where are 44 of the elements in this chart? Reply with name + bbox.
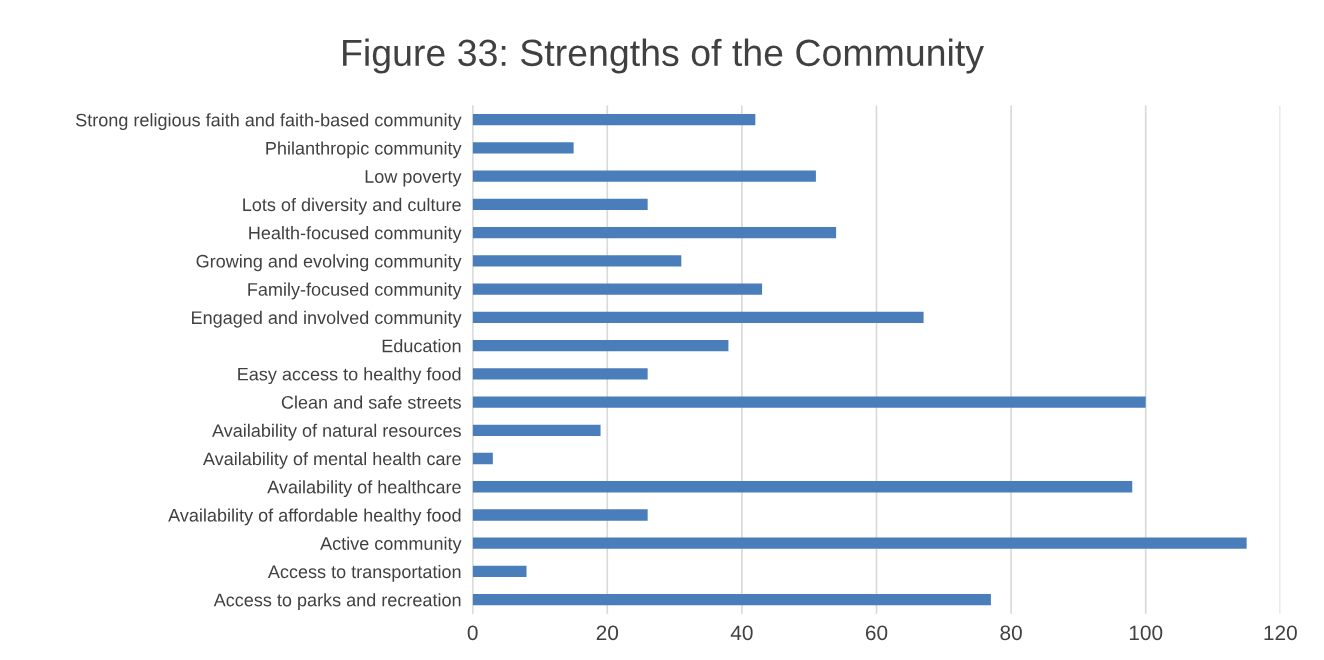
y-tick-label: Easy access to healthy food	[238, 367, 461, 385]
bar	[472, 396, 1146, 408]
bar	[472, 283, 763, 295]
y-tick-label: Philanthropic community	[266, 141, 462, 159]
y-tick-label: Availability of affordable healthy food	[168, 508, 461, 526]
chart-title: Figure 33: Strengths of the Community	[343, 38, 984, 74]
bar	[472, 255, 682, 267]
y-tick-label: Low poverty	[365, 170, 462, 187]
y-tick-label: Strong religious faith and faith-based community	[76, 113, 462, 131]
x-tick-label: 0	[467, 625, 478, 641]
bar	[472, 142, 574, 154]
x-tick-label: 100	[1129, 625, 1163, 641]
bar	[472, 452, 493, 465]
bar	[472, 509, 648, 521]
y-tick-label: Active community	[320, 536, 462, 554]
y-tick-label: Availability of healthcare	[267, 480, 461, 498]
y-tick-label: Lots of diversity and culture	[243, 197, 461, 215]
y-tick-label: Clean and safe streets	[281, 395, 461, 409]
y-tick-label: Family-focused community	[248, 282, 462, 300]
y-tick-label: Access to transportation	[267, 564, 461, 582]
bar	[472, 170, 816, 182]
bar	[472, 227, 837, 239]
bar	[472, 198, 648, 211]
bar	[472, 565, 527, 578]
bar	[472, 594, 991, 606]
bar	[472, 311, 924, 323]
x-tick-label: 20	[596, 625, 619, 641]
bar	[472, 114, 756, 126]
bar	[472, 368, 648, 380]
bar	[472, 339, 729, 352]
x-tick-label: 80	[1000, 625, 1022, 641]
bar	[472, 537, 1247, 549]
y-tick-label: Health-focused community	[249, 226, 462, 243]
y-tick-label: Access to parks and recreation	[213, 593, 461, 610]
bar	[472, 481, 1133, 493]
x-tick-label: 120	[1264, 625, 1297, 641]
y-tick-label: Engaged and involved community	[192, 310, 462, 328]
y-tick-label: Growing and evolving community	[196, 254, 462, 272]
x-tick-label: 40	[730, 625, 753, 641]
y-tick-label: Availability of natural resources	[212, 423, 461, 441]
y-tick-label: Education	[382, 339, 461, 353]
x-tick-label: 60	[865, 625, 888, 641]
bar	[472, 424, 601, 436]
y-tick-label: Availability of mental health care	[202, 451, 461, 469]
